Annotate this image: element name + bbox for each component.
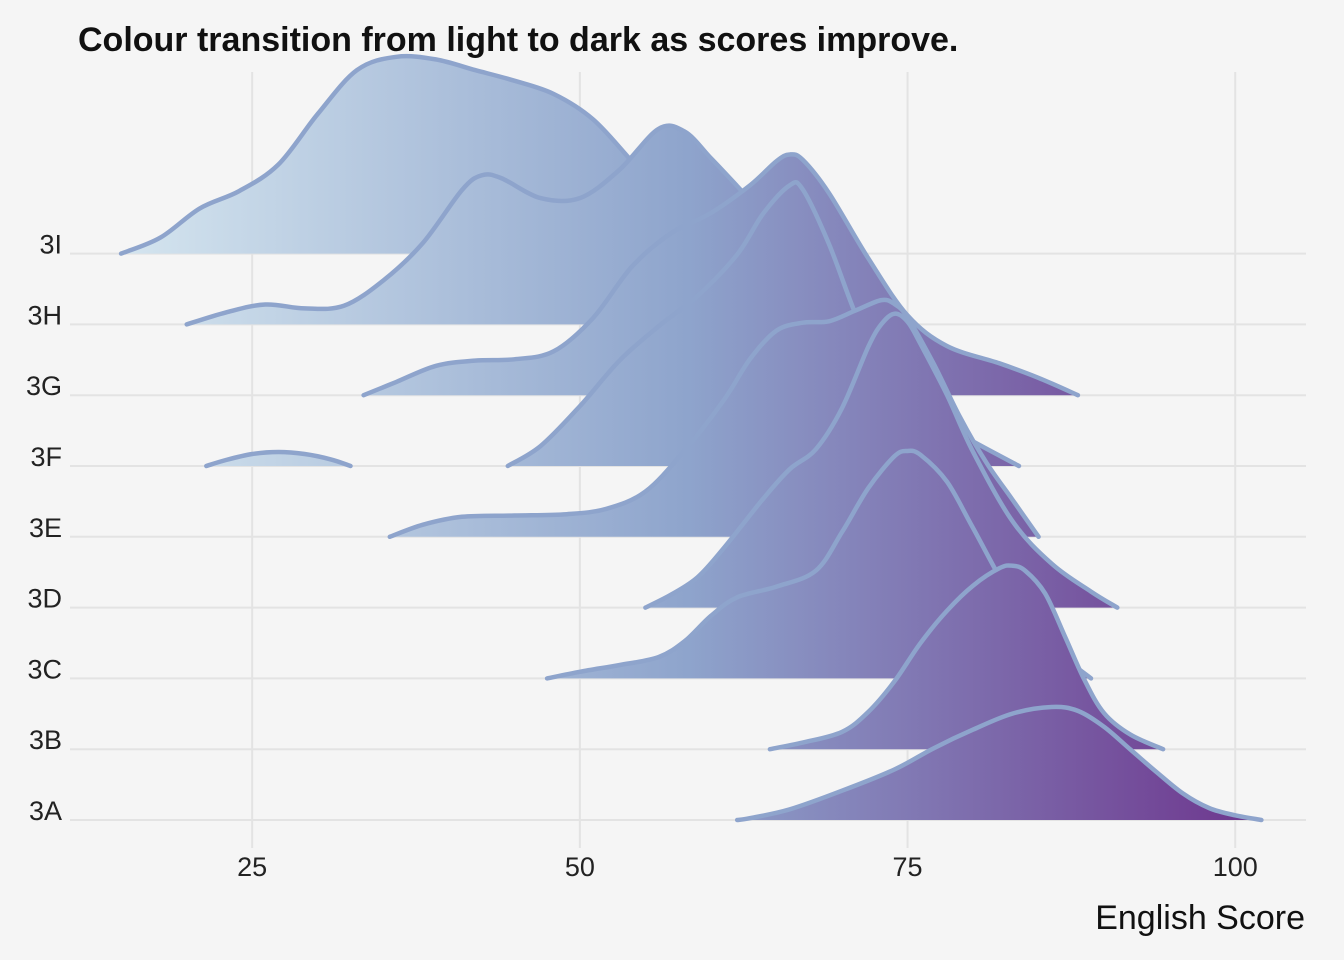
category-labels: 3A 3B 3C 3D 3E 3F 3G 3H 3I: [26, 230, 62, 826]
ridges: [118, 53, 1264, 823]
ridge-area-3A-0: [737, 706, 1262, 820]
ridge-3B: [767, 563, 1166, 752]
ridge-outline-3B-0: [767, 563, 1166, 752]
x-tick-label-50: 50: [565, 852, 595, 882]
ridge-outline-3D-0: [643, 311, 1120, 610]
chart-title: Colour transition from light to dark as …: [78, 21, 958, 59]
y-tick-label-3B: 3B: [29, 725, 62, 755]
x-tick-label-100: 100: [1213, 852, 1258, 882]
x-tick-label-25: 25: [237, 852, 267, 882]
ridge-area-3D-0: [645, 313, 1118, 608]
ridge-outline-3C-0: [544, 448, 1094, 681]
x-tick-label-75: 75: [893, 852, 923, 882]
ridge-3A: [734, 704, 1264, 823]
ridge-outline-3G-0: [361, 152, 1081, 398]
y-tick-label-3E: 3E: [29, 513, 62, 543]
y-tick-label-3G: 3G: [26, 371, 62, 401]
ridge-outline-3A-0: [734, 704, 1264, 823]
ridge-outline-3F-0: [204, 449, 353, 469]
y-tick-label-3D: 3D: [27, 584, 62, 614]
y-tick-label-3F: 3F: [30, 442, 62, 472]
ridge-3D: [643, 311, 1120, 610]
x-axis-label: English Score: [1095, 899, 1305, 937]
y-tick-label-3C: 3C: [27, 654, 62, 684]
y-tick-label-3A: 3A: [29, 796, 62, 826]
x-axis-ticks: 25 50 75 100: [237, 852, 1258, 882]
y-tick-label-3H: 3H: [27, 300, 62, 330]
ridge-area-3F-0: [206, 452, 351, 466]
ridge-area-3B-0: [769, 565, 1164, 750]
y-tick-label-3I: 3I: [39, 230, 62, 260]
